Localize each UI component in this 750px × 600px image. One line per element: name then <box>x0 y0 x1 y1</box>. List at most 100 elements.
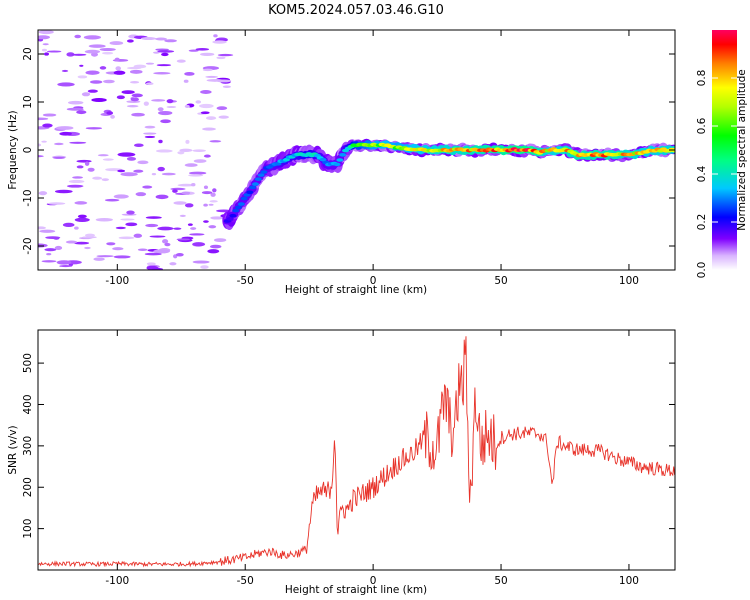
noise-speckle <box>162 239 169 244</box>
noise-speckle <box>121 90 135 94</box>
x-tick-label: 50 <box>494 575 507 587</box>
noise-speckle <box>203 220 209 223</box>
noise-speckle <box>77 75 88 79</box>
noise-speckle <box>184 71 195 76</box>
noise-speckle <box>192 242 206 247</box>
noise-speckle <box>126 104 139 108</box>
snr-ylabel: SNR (v/v) <box>7 425 19 474</box>
x-tick-label: -50 <box>237 575 254 587</box>
ridge-core <box>260 170 268 174</box>
noise-speckle <box>68 179 85 184</box>
noise-speckle <box>193 159 207 163</box>
noise-speckle <box>143 101 149 106</box>
y-tick-label: 300 <box>22 436 34 456</box>
noise-speckle <box>133 143 144 148</box>
noise-speckle <box>155 149 173 153</box>
noise-speckle <box>212 188 217 193</box>
noise-speckle <box>66 52 75 57</box>
noise-speckle <box>129 69 143 74</box>
noise-speckle <box>61 69 69 72</box>
noise-speckle <box>45 236 61 239</box>
noise-speckle <box>46 50 62 53</box>
noise-speckle <box>73 241 90 245</box>
noise-speckle <box>202 127 216 131</box>
noise-speckle <box>92 176 103 180</box>
noise-speckle <box>210 192 216 197</box>
noise-speckle <box>153 51 160 54</box>
noise-speckle <box>99 47 116 52</box>
noise-speckle <box>153 72 171 75</box>
ridge-core <box>257 173 265 177</box>
noise-speckle <box>164 39 177 43</box>
noise-speckle <box>115 66 122 71</box>
noise-speckle <box>190 227 197 230</box>
ridge-core <box>319 157 327 162</box>
colorbar-tick-label: 0.4 <box>696 165 708 182</box>
ridge-core <box>229 213 237 218</box>
noise-speckle <box>166 105 177 109</box>
noise-speckle <box>195 100 202 104</box>
noise-speckle <box>183 79 189 83</box>
ridge-core <box>240 196 248 201</box>
noise-speckle <box>200 265 209 269</box>
noise-speckle <box>203 185 209 190</box>
noise-speckle <box>38 30 54 35</box>
noise-speckle <box>145 223 159 228</box>
noise-speckle <box>120 218 135 221</box>
noise-speckle <box>209 244 222 249</box>
noise-speckle <box>209 140 222 143</box>
noise-speckle <box>200 111 210 115</box>
colorbar-tick-label: 0.8 <box>696 70 708 87</box>
noise-speckle <box>76 110 87 115</box>
noise-speckle <box>126 39 134 43</box>
noise-speckle <box>74 201 88 205</box>
noise-speckle <box>153 249 170 254</box>
noise-speckle <box>140 37 157 41</box>
ridge-core <box>339 153 347 157</box>
noise-speckle <box>115 226 126 230</box>
figure-title: KOM5.2024.057.03.46.G10 <box>268 3 444 18</box>
noise-speckle <box>151 267 164 270</box>
noise-speckle <box>62 222 75 228</box>
noise-speckle <box>179 214 186 217</box>
noise-speckle <box>95 218 113 222</box>
noise-speckle <box>43 52 50 56</box>
noise-speckle <box>173 227 182 230</box>
noise-speckle <box>67 100 84 105</box>
noise-speckle <box>84 49 101 54</box>
noise-speckle <box>42 123 53 128</box>
x-tick-label: 100 <box>619 575 639 587</box>
noise-speckle <box>84 161 90 166</box>
noise-speckle <box>161 172 176 176</box>
colorbar-tick-label: 0.2 <box>696 214 708 231</box>
noise-speckle <box>166 99 174 104</box>
noise-speckle <box>113 70 126 75</box>
snr-axes: -100 -50 0 50 100 100 200 300 400 500 <box>22 330 675 587</box>
noise-speckle <box>191 183 196 187</box>
noise-speckle <box>133 169 144 173</box>
noise-speckle <box>202 68 213 72</box>
noise-speckle <box>88 44 106 48</box>
noise-speckle <box>176 238 191 241</box>
noise-speckle <box>176 59 186 63</box>
noise-speckle <box>207 249 220 254</box>
noise-speckle <box>195 47 210 51</box>
snr-marks <box>38 336 675 568</box>
noise-speckle <box>106 111 114 115</box>
noise-speckle <box>109 41 124 46</box>
noise-speckle <box>170 187 186 191</box>
noise-speckle <box>131 93 143 98</box>
ridge-core <box>226 217 234 221</box>
noise-speckle <box>218 115 229 119</box>
noise-speckle <box>158 139 163 144</box>
noise-speckle <box>172 189 178 193</box>
x-tick-label: 0 <box>370 575 377 587</box>
noise-speckle <box>144 125 156 129</box>
ridge-core <box>235 205 243 210</box>
noise-speckle <box>91 97 107 102</box>
ridge-core <box>249 185 257 190</box>
noise-speckle <box>157 107 164 112</box>
noise-speckle <box>208 225 217 229</box>
ridge-core <box>336 158 344 162</box>
